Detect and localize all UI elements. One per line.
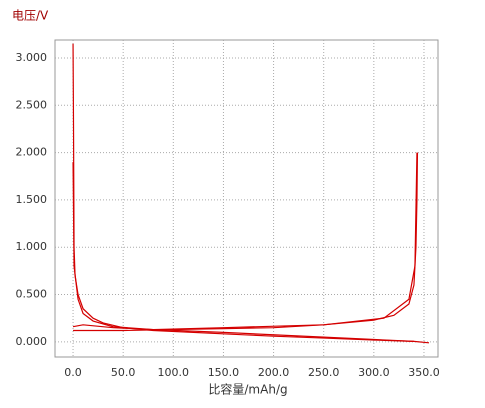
series-line bbox=[72, 43, 430, 344]
y-tick-label: 0.000 bbox=[16, 335, 48, 348]
y-tick-label: 2.500 bbox=[16, 98, 48, 111]
x-tick-label: 300.0 bbox=[358, 366, 390, 379]
x-tick-label: 0.0 bbox=[64, 366, 82, 379]
y-tick-label: 3.000 bbox=[16, 51, 48, 64]
series-line bbox=[72, 162, 414, 342]
plot-frame bbox=[54, 39, 439, 358]
y-tick-label: 1.500 bbox=[16, 193, 48, 206]
x-axis-label: 比容量/mAh/g bbox=[208, 382, 287, 397]
x-tick-label: 200.0 bbox=[258, 366, 290, 379]
x-tick-label: 350.0 bbox=[408, 366, 440, 379]
series-line bbox=[73, 152, 419, 332]
y-tick-label: 2.000 bbox=[16, 146, 48, 159]
x-tick-label: 100.0 bbox=[158, 366, 190, 379]
x-tick-label: 150.0 bbox=[208, 366, 240, 379]
y-tick-label: 0.500 bbox=[16, 288, 48, 301]
x-tick-label: 250.0 bbox=[308, 366, 340, 379]
x-tick-label: 50.0 bbox=[111, 366, 136, 379]
series-line bbox=[72, 152, 418, 331]
y-axis-label: 电压/V bbox=[12, 9, 49, 23]
y-tick-label: 1.000 bbox=[16, 240, 48, 253]
